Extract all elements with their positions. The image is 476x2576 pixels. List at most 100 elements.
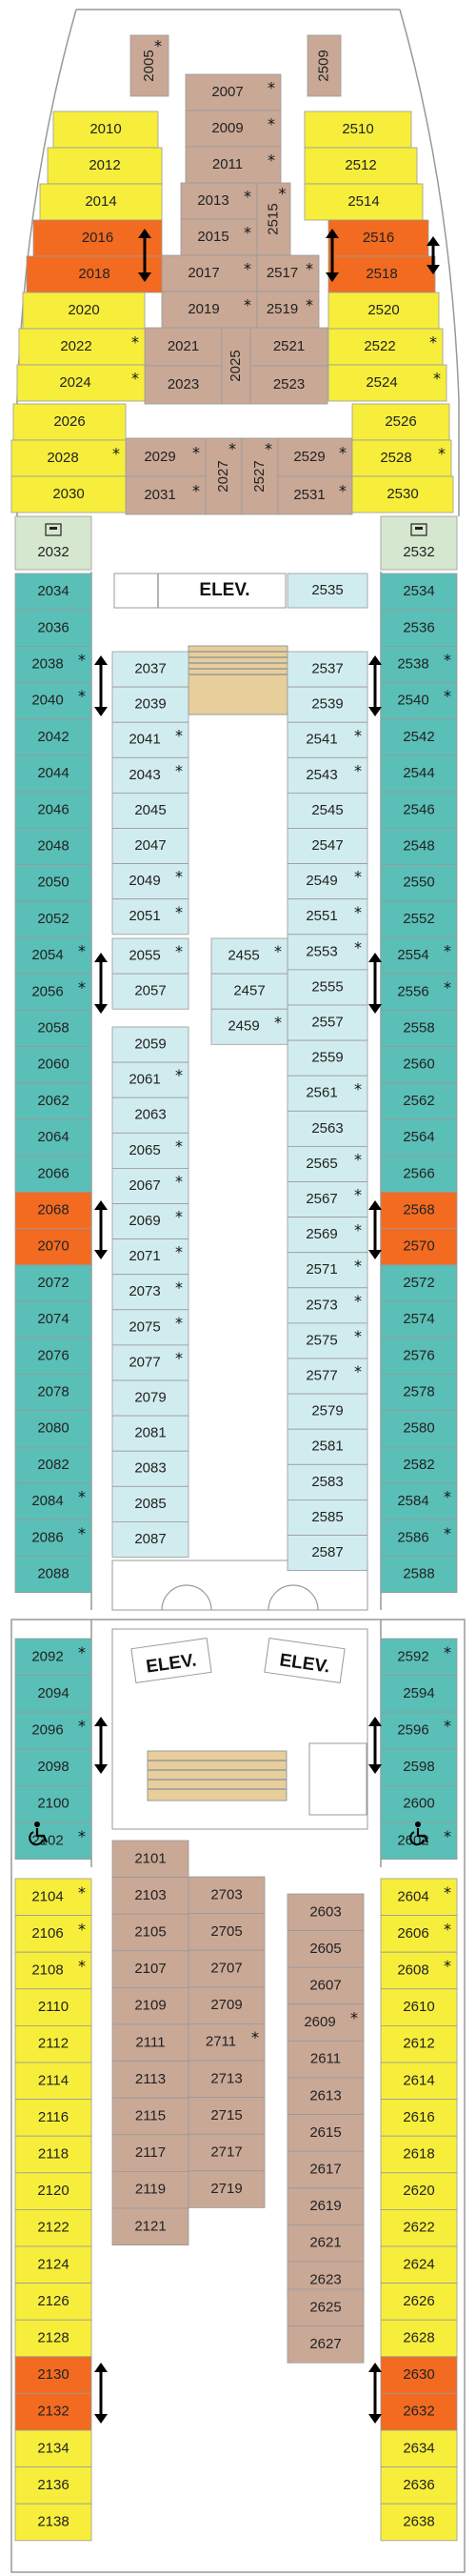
cabin-2102[interactable]: 2102 *	[14, 1821, 92, 1860]
cabin-2715[interactable]: 2715	[188, 2097, 266, 2135]
cabin-2063[interactable]: 2063	[111, 1097, 189, 1134]
cabin-2069[interactable]: 2069 *	[111, 1203, 189, 1239]
cabin-2532[interactable]: 2532	[380, 515, 458, 571]
cabin-2134[interactable]: 2134	[14, 2429, 92, 2467]
cabin-2562[interactable]: 2562	[380, 1082, 458, 1120]
cabin-2113[interactable]: 2113	[111, 2061, 189, 2099]
cabin-2060[interactable]: 2060	[14, 1046, 92, 1084]
cabin-2051[interactable]: 2051 *	[111, 898, 189, 936]
cabin-2560[interactable]: 2560	[380, 1046, 458, 1084]
cabin-2527[interactable]: 2527 *	[241, 437, 279, 515]
cabin-2520[interactable]: 2520	[327, 292, 440, 330]
cabin-2064[interactable]: 2064	[14, 1118, 92, 1157]
cabin-2025[interactable]: 2025	[221, 327, 251, 405]
cabin-2022[interactable]: 2022 *	[18, 328, 146, 366]
cabin-2043[interactable]: 2043 *	[111, 756, 189, 794]
cabin-2517[interactable]: 2517 *	[256, 254, 320, 292]
cabin-2459[interactable]: 2459 *	[210, 1008, 288, 1045]
cabin-2017[interactable]: 2017 *	[161, 254, 258, 292]
cabin-2606[interactable]: 2606 *	[380, 1915, 458, 1953]
cabin-2034[interactable]: 2034	[14, 573, 92, 611]
cabin-2552[interactable]: 2552	[380, 900, 458, 938]
cabin-2084[interactable]: 2084 *	[14, 1482, 92, 1520]
cabin-2564[interactable]: 2564	[380, 1118, 458, 1157]
cabin-2509[interactable]: 2509	[307, 34, 342, 97]
cabin-2555[interactable]: 2555	[287, 969, 368, 1006]
cabin-2707[interactable]: 2707	[188, 1949, 266, 1988]
cabin-2547[interactable]: 2547	[287, 828, 368, 864]
cabin-2049[interactable]: 2049 *	[111, 863, 189, 900]
cabin-2621[interactable]: 2621	[287, 2224, 365, 2263]
cabin-2109[interactable]: 2109	[111, 1986, 189, 2025]
cabin-2024[interactable]: 2024 *	[16, 364, 146, 402]
cabin-2045[interactable]: 2045	[111, 793, 189, 829]
cabin-2094[interactable]: 2094	[14, 1675, 92, 1713]
cabin-2057[interactable]: 2057	[111, 973, 189, 1010]
cabin-2571[interactable]: 2571 *	[287, 1252, 368, 1289]
cabin-2100[interactable]: 2100	[14, 1785, 92, 1823]
cabin-2587[interactable]: 2587	[287, 1535, 368, 1571]
cabin-2617[interactable]: 2617	[287, 2150, 365, 2189]
cabin-2058[interactable]: 2058	[14, 1010, 92, 1048]
cabin-2530[interactable]: 2530	[351, 475, 454, 513]
cabin-2023[interactable]: 2023	[144, 365, 223, 405]
cabin-2603[interactable]: 2603	[287, 1893, 365, 1931]
cabin-2046[interactable]: 2046	[14, 791, 92, 829]
cabin-2541[interactable]: 2541 *	[287, 721, 368, 758]
cabin-2613[interactable]: 2613	[287, 2077, 365, 2115]
cabin-2082[interactable]: 2082	[14, 1446, 92, 1484]
cabin-2030[interactable]: 2030	[10, 475, 127, 513]
cabin-2124[interactable]: 2124	[14, 2245, 92, 2284]
cabin-2012[interactable]: 2012	[47, 147, 163, 185]
cabin-2096[interactable]: 2096 *	[14, 1711, 92, 1750]
cabin-2548[interactable]: 2548	[380, 828, 458, 866]
cabin-2713[interactable]: 2713	[188, 2060, 266, 2098]
cabin-2625[interactable]: 2625	[287, 2288, 365, 2326]
cabin-2566[interactable]: 2566	[380, 1155, 458, 1193]
cabin-2559[interactable]: 2559	[287, 1039, 368, 1077]
cabin-2573[interactable]: 2573 *	[287, 1287, 368, 1324]
cabin-2138[interactable]: 2138	[14, 2503, 92, 2542]
cabin-2579[interactable]: 2579	[287, 1393, 368, 1430]
cabin-2546[interactable]: 2546	[380, 791, 458, 829]
cabin-2117[interactable]: 2117	[111, 2134, 189, 2172]
cabin-2550[interactable]: 2550	[380, 864, 458, 902]
cabin-2542[interactable]: 2542	[380, 718, 458, 756]
cabin-2553[interactable]: 2553 *	[287, 934, 368, 971]
cabin-2512[interactable]: 2512	[304, 147, 418, 185]
cabin-2080[interactable]: 2080	[14, 1410, 92, 1448]
cabin-2582[interactable]: 2582	[380, 1446, 458, 1484]
cabin-2528[interactable]: 2528 *	[351, 439, 452, 477]
cabin-2609[interactable]: 2609 *	[287, 2003, 365, 2042]
cabin-2055[interactable]: 2055 *	[111, 937, 189, 975]
cabin-2007[interactable]: 2007 *	[185, 73, 282, 111]
cabin-2044[interactable]: 2044	[14, 755, 92, 793]
cabin-2529[interactable]: 2529 *	[277, 437, 353, 477]
cabin-2619[interactable]: 2619	[287, 2187, 365, 2225]
cabin-2116[interactable]: 2116	[14, 2099, 92, 2137]
cabin-2018[interactable]: 2018	[26, 255, 163, 293]
cabin-2626[interactable]: 2626	[380, 2283, 458, 2321]
cabin-2630[interactable]: 2630	[380, 2356, 458, 2394]
cabin-2545[interactable]: 2545	[287, 793, 368, 829]
cabin-2580[interactable]: 2580	[380, 1410, 458, 1448]
cabin-2565[interactable]: 2565 *	[287, 1146, 368, 1182]
cabin-2615[interactable]: 2615	[287, 2114, 365, 2152]
cabin-2019[interactable]: 2019 *	[161, 291, 258, 329]
cabin-2519[interactable]: 2519 *	[256, 291, 320, 329]
cabin-2136[interactable]: 2136	[14, 2466, 92, 2505]
cabin-2518[interactable]: 2518	[327, 255, 436, 293]
cabin-2015[interactable]: 2015 *	[180, 218, 258, 256]
cabin-2048[interactable]: 2048	[14, 828, 92, 866]
cabin-2086[interactable]: 2086 *	[14, 1519, 92, 1557]
cabin-2717[interactable]: 2717	[188, 2133, 266, 2172]
cabin-2581[interactable]: 2581	[287, 1428, 368, 1465]
cabin-2510[interactable]: 2510	[304, 111, 412, 149]
cabin-2103[interactable]: 2103	[111, 1877, 189, 1915]
cabin-2083[interactable]: 2083	[111, 1450, 189, 1487]
cabin-2568[interactable]: 2568	[380, 1192, 458, 1230]
cabin-2576[interactable]: 2576	[380, 1337, 458, 1375]
cabin-2039[interactable]: 2039	[111, 686, 189, 723]
cabin-2088[interactable]: 2088	[14, 1556, 92, 1594]
cabin-2592[interactable]: 2592 *	[380, 1638, 458, 1676]
